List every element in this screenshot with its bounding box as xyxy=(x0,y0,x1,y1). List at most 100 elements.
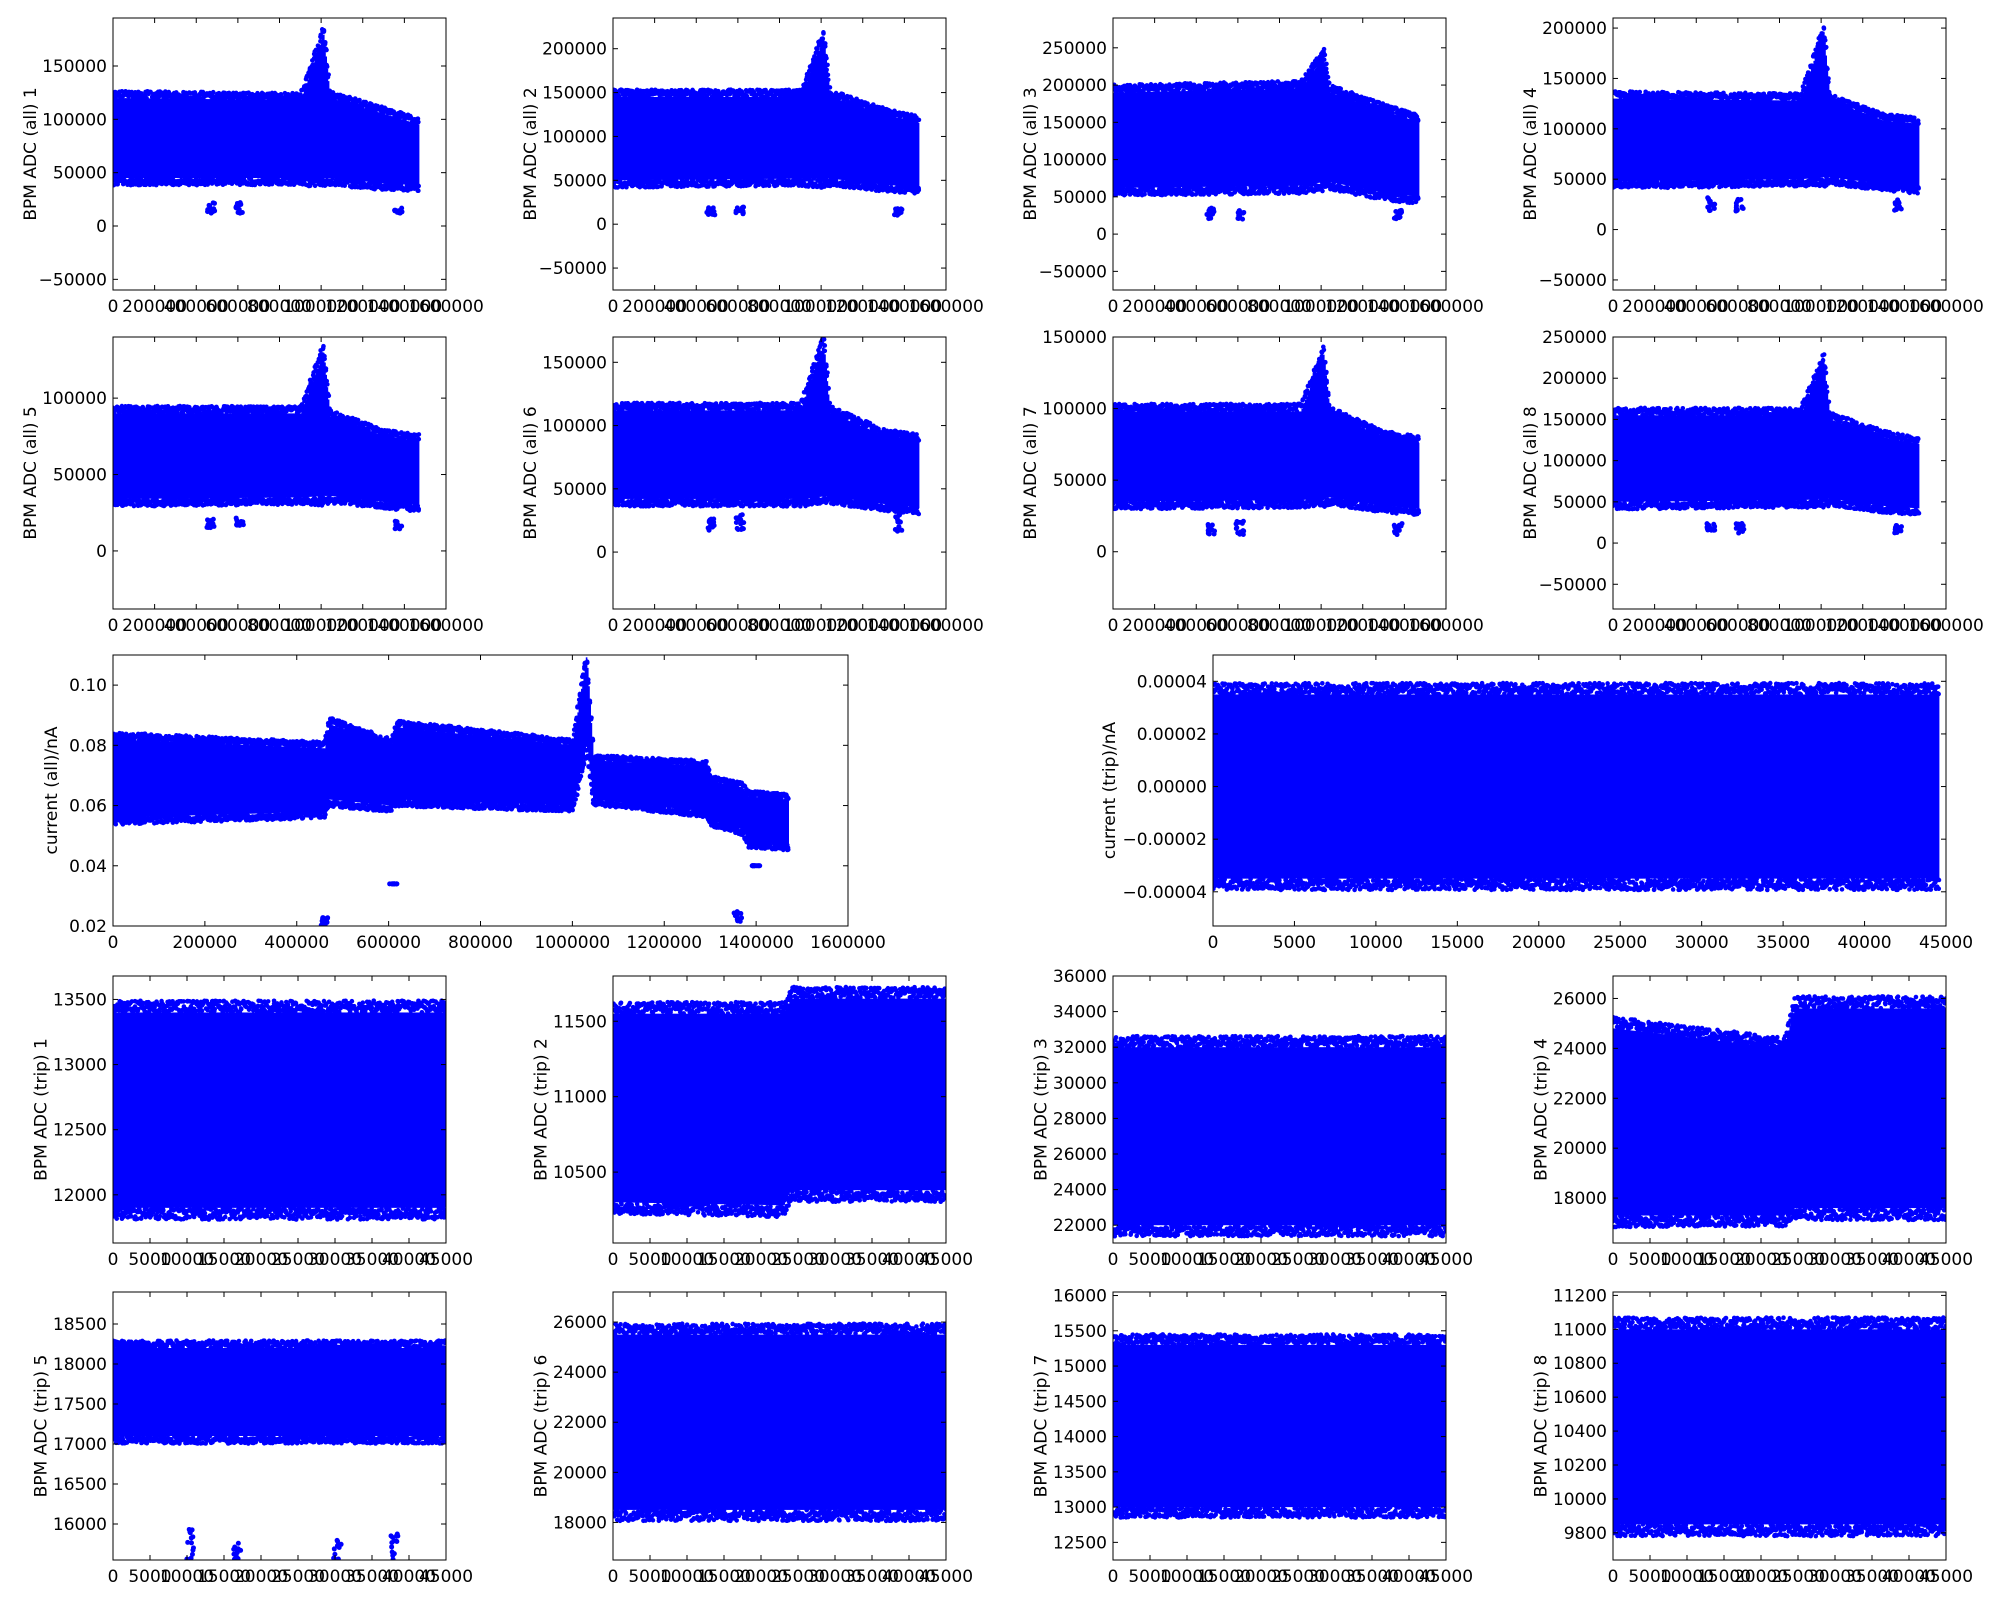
point-band xyxy=(1138,92,1140,188)
point-band xyxy=(1158,91,1161,188)
point-band xyxy=(801,94,803,179)
point-band xyxy=(878,112,880,185)
point-band xyxy=(688,96,691,180)
point-band xyxy=(1314,68,1317,184)
point-band xyxy=(218,99,221,178)
point-band xyxy=(644,96,646,181)
point-band xyxy=(411,122,414,186)
point xyxy=(1370,98,1376,103)
x-tick-label: 1600000 xyxy=(408,297,484,317)
point-band xyxy=(127,98,129,178)
point-band xyxy=(297,100,300,178)
point-band xyxy=(189,98,192,178)
point-band xyxy=(1743,99,1746,180)
point-band xyxy=(1143,91,1145,188)
point-band xyxy=(1640,98,1643,181)
scatter-points-bpm-all-4 xyxy=(1613,25,1921,214)
point-band xyxy=(164,98,167,178)
point-band xyxy=(149,98,151,178)
y-tick-label: 100000 xyxy=(42,110,107,130)
point xyxy=(825,62,830,68)
point-band xyxy=(1171,91,1174,188)
point-band xyxy=(1712,99,1715,181)
point-band xyxy=(1339,96,1342,185)
point-band xyxy=(1276,89,1278,186)
point-band xyxy=(1681,99,1683,181)
point-band xyxy=(1353,100,1355,187)
outlier-point xyxy=(1237,213,1243,219)
point-band xyxy=(1114,92,1116,188)
point-band xyxy=(725,96,728,180)
point-band xyxy=(1717,99,1719,181)
point-band xyxy=(885,114,887,185)
point-band xyxy=(1356,101,1359,188)
point-band xyxy=(1657,99,1659,181)
point-band xyxy=(389,115,391,184)
point-band xyxy=(764,96,766,179)
point-band xyxy=(1383,110,1385,194)
point-band xyxy=(1674,99,1676,181)
point-band xyxy=(1682,99,1685,181)
point-band xyxy=(1319,62,1321,183)
point-band xyxy=(236,99,239,178)
point-band xyxy=(197,98,199,178)
point-band xyxy=(1243,89,1246,187)
point-band xyxy=(186,98,188,178)
point-band xyxy=(119,98,121,178)
point-band xyxy=(201,99,204,178)
point-band xyxy=(853,104,855,182)
point-band xyxy=(745,96,747,180)
point-band xyxy=(362,107,365,182)
point-band xyxy=(204,99,206,178)
point-band xyxy=(665,96,668,180)
point-band xyxy=(1718,99,1721,181)
point-band xyxy=(1401,116,1403,195)
point-band xyxy=(1665,99,1668,181)
point-band xyxy=(325,56,327,179)
point-band xyxy=(179,98,181,178)
x-tick-label: 1400000 xyxy=(867,297,943,317)
point-band xyxy=(170,98,173,178)
point-band xyxy=(760,96,763,179)
point-band xyxy=(1396,115,1398,195)
point-band xyxy=(729,96,731,180)
point-band xyxy=(859,106,861,182)
point-band xyxy=(1119,92,1121,188)
point xyxy=(1410,200,1415,206)
point-band xyxy=(615,96,617,181)
y-tick-label: 0 xyxy=(1096,225,1107,245)
point-band xyxy=(1225,90,1228,187)
point-band xyxy=(1742,99,1745,180)
point-band xyxy=(350,104,353,181)
point-band xyxy=(1740,99,1742,180)
point-band xyxy=(404,120,407,185)
point-band xyxy=(1351,100,1354,187)
point-band xyxy=(699,96,701,180)
point-band xyxy=(829,92,831,179)
point-band xyxy=(267,99,270,178)
point-band xyxy=(1625,98,1627,182)
point-band xyxy=(897,117,899,186)
point-band xyxy=(1715,99,1717,181)
point xyxy=(1320,188,1325,194)
point-band xyxy=(1399,116,1402,195)
point-band xyxy=(1707,99,1710,181)
point-band xyxy=(1194,90,1197,187)
point-band xyxy=(802,91,805,179)
point xyxy=(312,183,318,189)
point-band xyxy=(1411,120,1414,197)
point-band xyxy=(1384,111,1386,194)
point-band xyxy=(1658,99,1661,181)
point xyxy=(330,176,335,181)
point-band xyxy=(414,123,416,186)
point-band xyxy=(165,98,168,178)
point-band xyxy=(1689,99,1692,181)
x-tick-label: 0 xyxy=(608,297,619,317)
point-band xyxy=(889,115,891,186)
point-band xyxy=(395,117,397,185)
point-band xyxy=(152,98,155,178)
point-band xyxy=(366,108,368,182)
point-band xyxy=(761,96,764,179)
y-tick-label: 150000 xyxy=(542,84,607,104)
point-band xyxy=(259,99,261,178)
